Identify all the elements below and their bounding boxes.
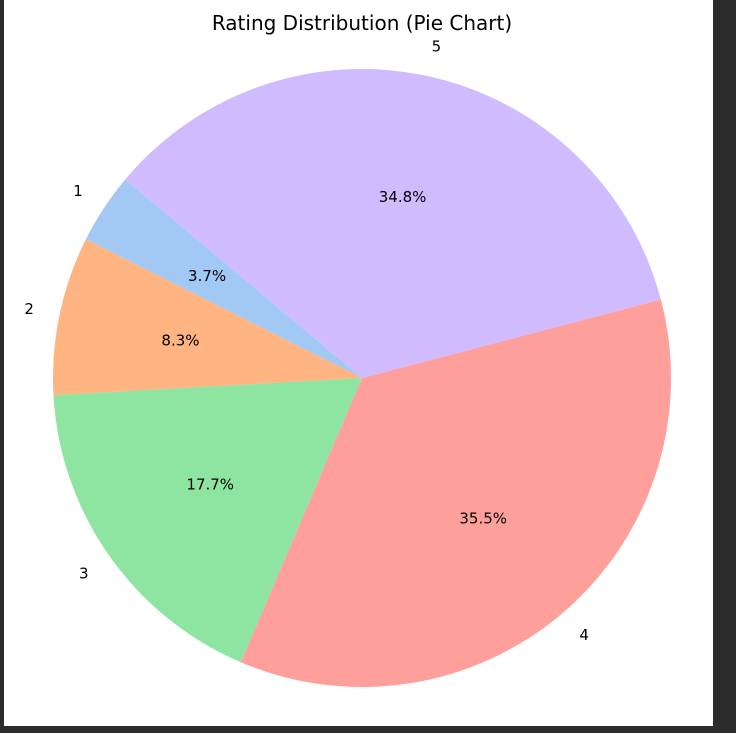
pie-chart: Rating Distribution (Pie Chart) 1 3.7% 2 8.… (24, 11, 672, 688)
pie-slices (52, 68, 672, 688)
slice-pct-label-5: 34.8% (379, 188, 427, 206)
slice-pct-label-3: 17.7% (186, 476, 234, 494)
slice-label-2: 2 (24, 300, 34, 318)
slice-label-4: 4 (579, 626, 589, 644)
pie-slice-5 (125, 68, 661, 379)
slice-label-5: 5 (432, 37, 442, 55)
pie-labels: 1 3.7% 2 8.3% 3 17.7% 4 35.5% 5 34.8% (24, 37, 589, 644)
chart-title: Rating Distribution (Pie Chart) (212, 11, 512, 35)
pie-slice-2 (52, 239, 362, 396)
slice-label-1: 1 (73, 182, 83, 200)
pie-slice-3 (53, 378, 362, 663)
slice-label-3: 3 (79, 564, 89, 582)
slice-pct-label-2: 8.3% (161, 331, 199, 349)
pie-slice-4 (240, 299, 672, 688)
slice-pct-label-4: 35.5% (459, 509, 507, 527)
figure: Rating Distribution (Pie Chart) 1 3.7% 2 8.… (4, 0, 713, 726)
slice-pct-label-1: 3.7% (188, 267, 226, 285)
pie-slice-1 (85, 179, 363, 378)
